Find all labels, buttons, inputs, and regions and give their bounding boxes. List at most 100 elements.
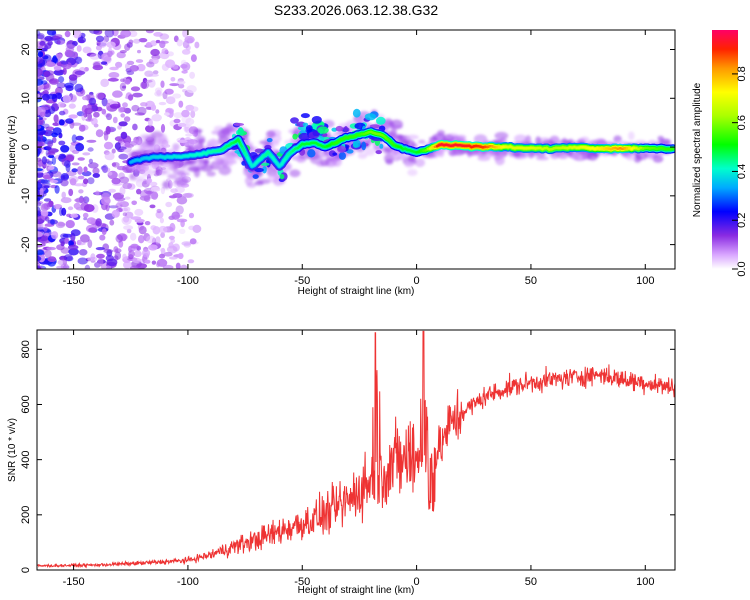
noise-blob	[181, 70, 188, 74]
noise-blob	[56, 265, 68, 269]
noise-blob	[177, 139, 188, 143]
noise-blob	[46, 161, 54, 165]
noise-blob	[62, 94, 71, 104]
noise-blob	[112, 90, 123, 98]
noise-blob	[176, 196, 188, 205]
noise-blob	[45, 61, 56, 67]
haze-blob	[391, 156, 401, 162]
noise-blob	[182, 30, 189, 38]
disturbed-blob	[254, 167, 264, 173]
haze-blob	[407, 169, 418, 176]
haze-blob	[659, 138, 672, 145]
noise-blob	[83, 178, 89, 185]
noise-blob	[70, 229, 81, 237]
noise-blob	[119, 82, 127, 92]
noise-blob	[71, 168, 78, 173]
x-tick-label: -100	[177, 275, 199, 287]
haze-blob	[162, 180, 171, 189]
noise-blob	[89, 53, 101, 60]
noise-blob	[108, 188, 116, 193]
noise-blob	[192, 224, 202, 233]
noise-blob	[37, 226, 45, 230]
noise-blob	[38, 116, 43, 120]
noise-blob	[67, 206, 74, 211]
noise-blob	[104, 30, 115, 38]
noise-blob	[42, 123, 50, 129]
noise-blob	[176, 39, 183, 47]
noise-blob	[111, 177, 121, 185]
noise-blob	[150, 186, 161, 192]
disturbed-blob	[376, 116, 386, 125]
x-tick-label: 50	[525, 275, 537, 287]
noise-blob	[134, 208, 144, 216]
noise-blob	[106, 102, 111, 111]
disturbed-blob	[379, 143, 384, 149]
noise-blob	[175, 205, 184, 215]
noise-blob	[144, 79, 153, 83]
noise-blob	[64, 237, 70, 244]
y-tick-label: 0	[20, 567, 32, 573]
noise-blob	[144, 259, 151, 264]
noise-blob	[58, 119, 65, 126]
noise-blob	[149, 181, 158, 187]
noise-blob	[118, 106, 124, 113]
noise-blob	[155, 210, 164, 219]
noise-blob	[110, 128, 115, 132]
disturbed-blob	[338, 151, 346, 160]
disturbed-blob	[337, 145, 346, 153]
noise-blob	[50, 219, 55, 225]
haze-blob	[206, 171, 216, 177]
noise-blob	[168, 195, 178, 199]
noise-blob	[83, 166, 88, 173]
noise-blob	[59, 110, 66, 116]
noise-blob	[73, 202, 81, 209]
noise-blob	[148, 244, 158, 251]
noise-blob	[77, 175, 85, 180]
haze-blob	[438, 147, 445, 158]
noise-blob	[44, 249, 52, 259]
noise-blob	[122, 85, 126, 89]
haze-blob	[535, 156, 550, 161]
disturbed-blob	[237, 127, 245, 136]
noise-blob	[172, 93, 182, 99]
noise-blob	[150, 40, 157, 47]
x-tick-label: -50	[294, 576, 310, 588]
noise-blob	[120, 113, 125, 118]
noise-blob	[78, 189, 84, 194]
noise-blob	[67, 244, 79, 250]
noise-blob	[41, 104, 52, 110]
noise-blob	[150, 48, 160, 57]
noise-blob	[107, 171, 113, 176]
noise-blob	[68, 188, 74, 197]
noise-blob	[184, 123, 190, 127]
haze-blob	[390, 127, 397, 137]
noise-blob	[158, 225, 168, 234]
snr-plot-area	[37, 330, 675, 570]
disturbed-blob	[369, 124, 380, 129]
noise-blob	[50, 171, 62, 178]
noise-blob	[186, 85, 197, 94]
noise-blob	[84, 107, 93, 115]
noise-blob	[60, 179, 69, 187]
noise-blob	[178, 228, 186, 234]
noise-blob	[122, 182, 133, 189]
disturbed-blob	[292, 133, 298, 140]
noise-blob	[41, 93, 50, 101]
noise-blob	[163, 252, 173, 257]
noise-blob	[99, 234, 106, 241]
noise-blob	[128, 250, 135, 258]
noise-blob	[64, 160, 71, 168]
noise-blob	[146, 235, 156, 244]
haze-blob	[220, 127, 231, 135]
noise-blob	[87, 177, 95, 185]
noise-blob	[119, 186, 126, 196]
haze-blob	[203, 159, 210, 165]
haze-blob	[254, 180, 264, 186]
noise-blob	[124, 63, 130, 70]
disturbed-blob	[260, 162, 270, 166]
noise-blob	[152, 226, 161, 235]
noise-blob	[178, 100, 184, 108]
haze-blob	[156, 137, 169, 147]
